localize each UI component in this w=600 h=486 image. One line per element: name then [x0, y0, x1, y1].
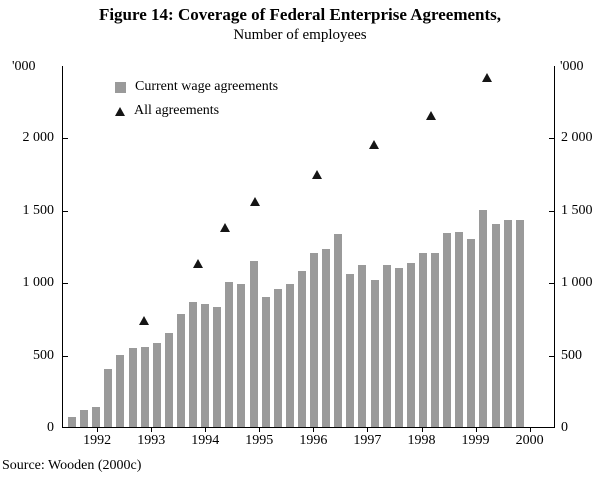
legend-label: All agreements — [134, 103, 220, 118]
bar — [140, 346, 149, 427]
x-axis-tick — [529, 428, 531, 432]
bar — [273, 289, 282, 427]
legend-item-current-wage-agreements: Current wage agreements — [115, 79, 278, 95]
legend-item-all-agreements: All agreements — [115, 103, 278, 119]
bar — [213, 306, 222, 427]
x-axis-tick — [475, 428, 477, 432]
bar — [189, 301, 197, 427]
y-axis-label-left: 1 500 — [22, 202, 55, 218]
source-note: Source: Wooden (2000c) — [2, 458, 142, 473]
bar — [491, 224, 500, 427]
triangle-swatch-icon — [115, 106, 125, 116]
y-axis-tick — [549, 283, 554, 285]
y-axis-unit-right: '000 — [560, 59, 584, 74]
chart-title: Figure 14: Coverage of Federal Enterpris… — [98, 5, 502, 24]
y-axis-unit-left: '000 — [12, 59, 36, 74]
bar — [68, 416, 76, 427]
bar — [225, 282, 234, 427]
x-axis-label: 1995 — [245, 433, 274, 448]
y-axis-label-right: 2 000 — [561, 130, 593, 146]
x-axis-tick — [259, 428, 261, 432]
bar — [201, 303, 210, 427]
bar — [431, 253, 439, 427]
legend-label: Current wage agreements — [135, 79, 279, 94]
y-axis-tick — [549, 355, 554, 357]
bar — [503, 219, 512, 427]
triangle-marker — [482, 72, 493, 82]
x-axis-label: 1999 — [461, 433, 490, 448]
bar — [297, 270, 306, 427]
x-axis-tick — [205, 428, 207, 432]
x-axis-label: 1992 — [83, 433, 112, 448]
bar — [310, 253, 318, 427]
x-axis-label: 1994 — [191, 433, 220, 448]
bar — [394, 267, 403, 427]
y-axis-tick — [549, 210, 554, 212]
triangle-marker — [220, 222, 231, 232]
bar — [455, 231, 464, 427]
x-axis-tick — [367, 428, 369, 432]
bar — [152, 343, 161, 427]
y-axis-label-left: 2 000 — [22, 130, 55, 146]
y-axis-tick — [63, 138, 68, 140]
bar — [515, 219, 524, 427]
x-axis-label: 2000 — [515, 433, 544, 448]
y-axis-label-left: 500 — [33, 347, 54, 363]
plot-area: Current wage agreements All agreements — [62, 66, 555, 428]
x-axis-tick — [421, 428, 423, 432]
x-axis-label: 1997 — [353, 433, 382, 448]
bar — [92, 406, 101, 427]
bar — [322, 248, 331, 427]
x-axis-tick — [313, 428, 315, 432]
x-axis-label: 1993 — [137, 433, 166, 448]
x-axis-tick — [97, 428, 99, 432]
bar — [418, 253, 427, 427]
bar — [467, 238, 476, 427]
bar — [80, 410, 89, 427]
bar — [237, 283, 246, 427]
bar — [176, 314, 185, 427]
x-axis-tick — [151, 428, 153, 432]
y-axis-label-right: 1 500 — [561, 202, 593, 218]
y-axis-tick — [63, 355, 68, 357]
y-axis-label-left: 1 000 — [22, 275, 55, 291]
bar — [382, 264, 391, 427]
bar — [334, 234, 343, 427]
y-axis-label-right: 500 — [561, 347, 582, 363]
y-axis-tick — [549, 138, 554, 140]
bar — [104, 369, 113, 427]
y-axis-tick — [63, 283, 68, 285]
bar-swatch-icon — [115, 81, 126, 93]
y-axis-tick — [63, 210, 68, 212]
bar — [249, 260, 258, 427]
bar — [116, 354, 125, 427]
y-axis-label-left: 0 — [47, 420, 54, 435]
chart-subtitle: Number of employees — [233, 27, 367, 43]
triangle-marker — [249, 197, 260, 207]
triangle-marker — [193, 259, 204, 269]
triangle-marker — [312, 170, 323, 180]
bar — [261, 297, 270, 427]
x-axis-label: 1996 — [299, 433, 328, 448]
bar — [370, 280, 379, 427]
y-axis-label-right: 0 — [561, 420, 568, 435]
bar — [164, 332, 173, 427]
triangle-marker — [139, 315, 150, 325]
bar — [346, 273, 355, 427]
triangle-marker — [368, 139, 379, 149]
bar — [358, 264, 367, 427]
triangle-marker — [425, 111, 436, 120]
bar — [443, 233, 452, 427]
bar — [128, 348, 137, 427]
bar — [406, 263, 415, 427]
bar — [285, 283, 294, 427]
x-axis-label: 1998 — [407, 433, 436, 448]
y-axis-label-right: 1 000 — [561, 275, 593, 291]
bar — [479, 209, 488, 427]
legend: Current wage agreements All agreements — [115, 79, 278, 127]
